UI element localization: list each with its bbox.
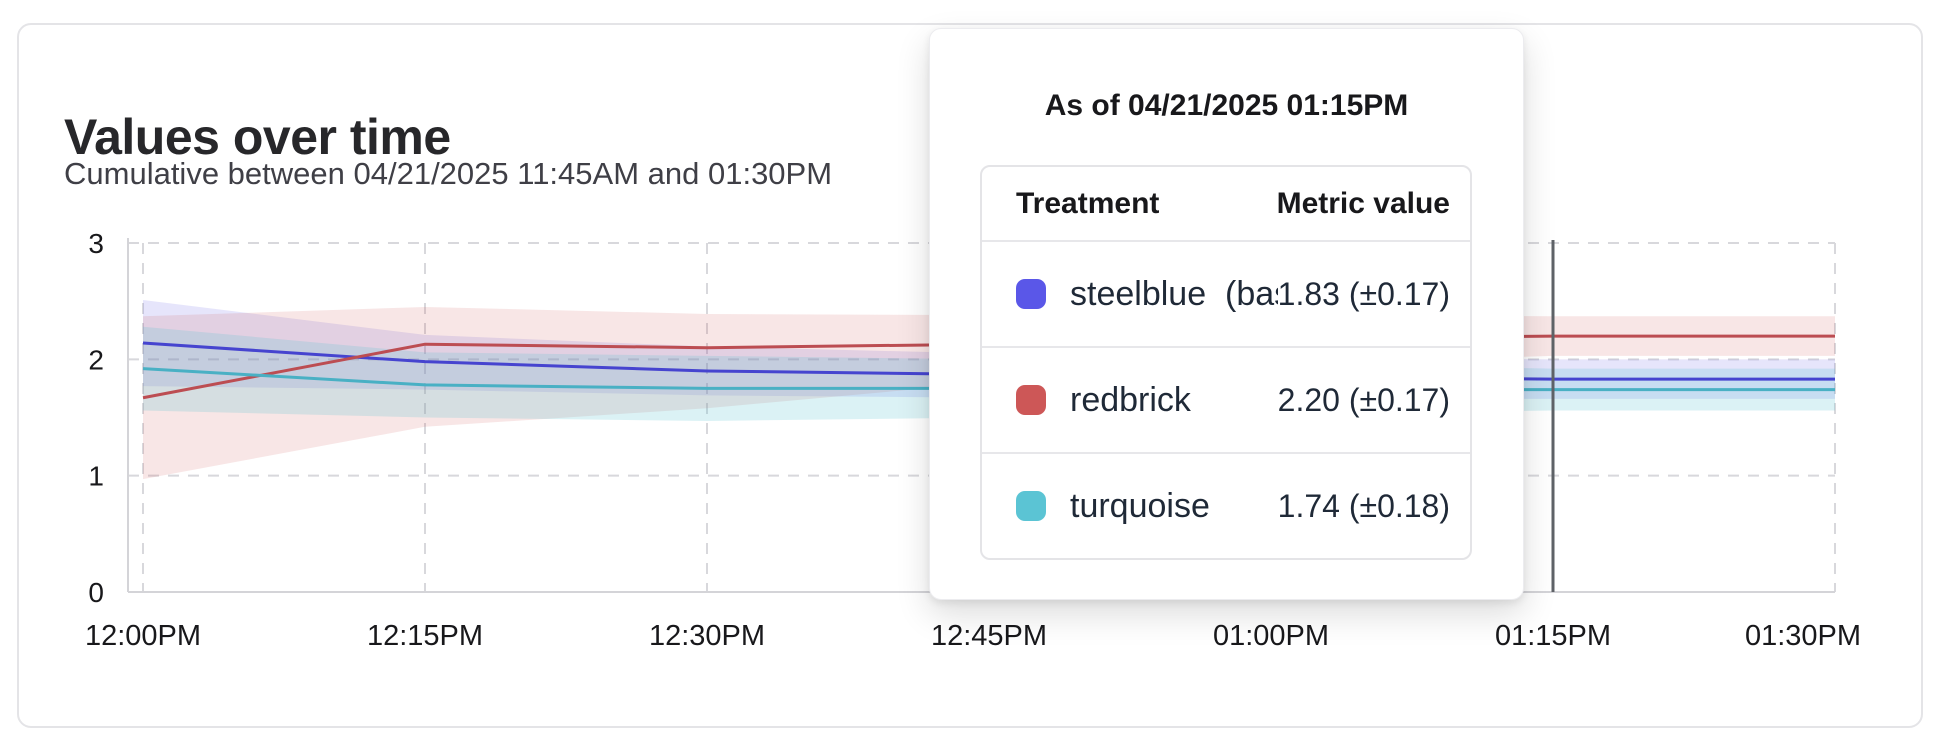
- y-axis-tick-labels: 0 1 2 3: [88, 228, 104, 608]
- metric-value: 1.74 (±0.18): [1277, 487, 1450, 524]
- x-tick-label: 12:15PM: [367, 620, 483, 652]
- metric-value-column-header: Metric value: [1276, 186, 1450, 220]
- x-tick-label: 01:00PM: [1213, 620, 1329, 652]
- y-tick-label: 3: [88, 228, 104, 259]
- y-tick-label: 2: [88, 344, 104, 375]
- y-tick-label: 1: [88, 461, 104, 492]
- steelblue-series-swatch: [1016, 279, 1046, 309]
- metric-value: 2.20 (±0.17): [1277, 381, 1450, 418]
- tooltip-table-header: Treatment Metric value: [982, 167, 1470, 240]
- x-tick-label: 01:15PM: [1495, 620, 1611, 652]
- y-tick-label: 0: [88, 577, 104, 608]
- treatment-name: turquoise: [1070, 486, 1210, 525]
- redbrick-series-swatch: [1016, 385, 1046, 415]
- tooltip-title: As of 04/21/2025 01:15PM: [1044, 89, 1409, 122]
- x-tick-label: 12:45PM: [931, 620, 1047, 652]
- table-row: turquoise 1.74 (±0.18): [982, 452, 1470, 558]
- treatment-column-header: Treatment: [1016, 186, 1160, 220]
- chart-hover-tooltip: As of 04/21/2025 01:15PM Treatment Metri…: [929, 28, 1524, 600]
- x-axis-tick-labels: 12:00PM 12:15PM 12:30PM 12:45PM 01:00PM 01:15…: [85, 620, 1861, 652]
- treatment-name: redbrick: [1070, 380, 1191, 419]
- x-tick-label: 12:30PM: [649, 620, 765, 652]
- table-row: redbrick 2.20 (±0.17): [982, 346, 1470, 452]
- x-tick-label: 01:30PM: [1745, 620, 1861, 652]
- tooltip-legend-table: Treatment Metric value steelblue (baseli…: [980, 165, 1472, 560]
- metric-value: 1.83 (±0.17): [1277, 275, 1450, 312]
- page-title: Values over time: [64, 108, 451, 165]
- x-tick-label: 12:00PM: [85, 620, 201, 652]
- turquoise-series-swatch: [1016, 491, 1046, 521]
- page-subtitle: Cumulative between 04/21/2025 11:45AM an…: [64, 156, 833, 191]
- treatment-name: steelblue (baseli: [1070, 274, 1278, 313]
- table-row: steelblue (baseli 1.83 (±0.17): [982, 240, 1470, 346]
